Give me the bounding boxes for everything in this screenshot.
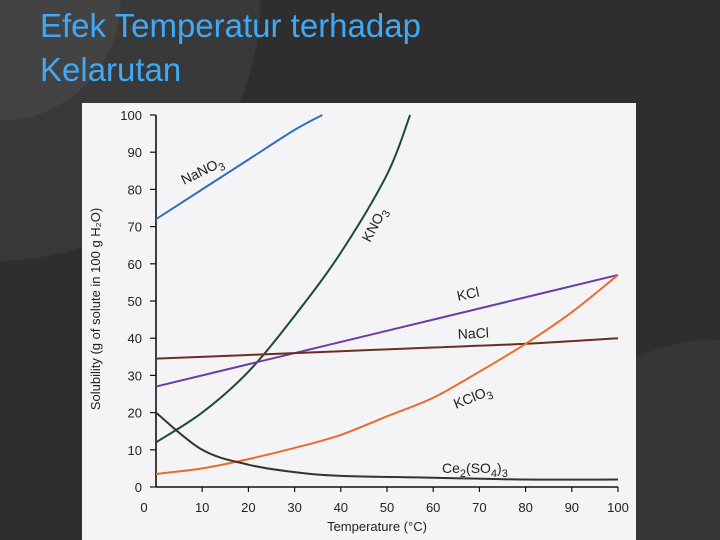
x-tick-label: 50: [380, 500, 394, 515]
y-tick-label: 80: [128, 182, 142, 197]
series-line-ce2so43: [155, 411, 619, 481]
x-tick-label: 70: [472, 500, 486, 515]
y-tick-label: 70: [128, 220, 142, 235]
series-label-nano3: NaNO3: [178, 154, 227, 192]
series-label-nacl: NaCl: [457, 324, 489, 342]
series-label-kcl: KCl: [455, 284, 480, 304]
x-axis-title: Temperature (°C): [327, 519, 427, 534]
x-tick-label: 90: [565, 500, 579, 515]
y-tick-label: 20: [128, 406, 142, 421]
y-tick-label: 10: [128, 443, 142, 458]
y-tick-label: 90: [128, 145, 142, 160]
series-line-nacl: [155, 337, 619, 360]
solubility-chart: 0 10 20 30 40 50 60 70 80 90 100 0 10 20 30 40 50 60 70 80 9…: [82, 103, 636, 540]
series-label-kclo3: KClO3: [451, 382, 495, 415]
slide-title-line-2: Kelarutan: [40, 51, 182, 88]
y-tick-label: 40: [128, 331, 142, 346]
x-tick-label: 40: [334, 500, 348, 515]
chart-lines: [155, 114, 619, 481]
series-line-nano3: [155, 114, 323, 221]
x-tick-label: 0: [140, 500, 147, 515]
slide-title: Efek Temperatur terhadap Kelarutan: [40, 4, 640, 92]
x-tick-label: 30: [287, 500, 301, 515]
x-tick-label: 60: [426, 500, 440, 515]
y-tick-label: 100: [120, 108, 142, 123]
y-axis-title: Solubility (g of solute in 100 g H₂O): [88, 208, 103, 410]
x-tick-label: 100: [607, 500, 629, 515]
series-label-ce2so43: Ce2(SO4)3: [442, 460, 508, 480]
y-tick-label: 30: [128, 368, 142, 383]
chart-series-labels: NaNO3 KNO3 KCl NaCl KClO3 Ce2(SO4)3: [178, 154, 508, 480]
x-tick-label: 80: [518, 500, 532, 515]
series-label-kno3: KNO3: [359, 205, 394, 247]
x-tick-label: 10: [195, 500, 209, 515]
chart-ticks: 0 10 20 30 40 50 60 70 80 90 100 0 10 20 30 40 50 60 70 80 9…: [120, 108, 629, 515]
series-line-kno3: [155, 114, 412, 444]
y-tick-label: 0: [135, 480, 142, 495]
y-tick-label: 60: [128, 257, 142, 272]
slide-title-line-1: Efek Temperatur terhadap: [40, 7, 421, 44]
chart-svg: 0 10 20 30 40 50 60 70 80 90 100 0 10 20 30 40 50 60 70 80 9…: [88, 108, 629, 534]
y-tick-label: 50: [128, 294, 142, 309]
x-tick-label: 20: [241, 500, 255, 515]
series-line-kcl: [155, 273, 619, 388]
series-line-kclo3: [155, 274, 619, 475]
